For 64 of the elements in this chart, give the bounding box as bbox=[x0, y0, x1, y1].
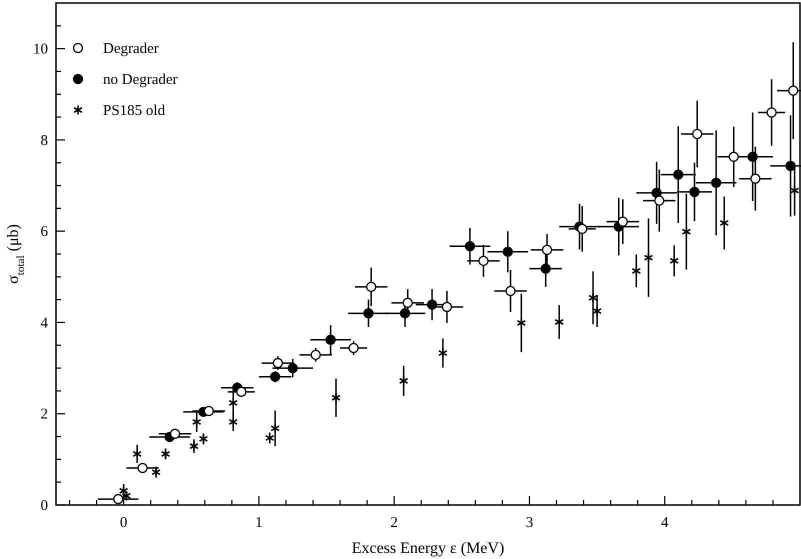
point bbox=[325, 334, 336, 345]
point bbox=[516, 318, 526, 328]
point bbox=[204, 406, 214, 416]
x-tick-label: 3 bbox=[526, 515, 534, 531]
point bbox=[192, 416, 202, 428]
point bbox=[689, 186, 700, 198]
y-tick-label: 8 bbox=[40, 132, 48, 149]
x-axis-title: Excess Energy ε (MeV) bbox=[352, 540, 504, 557]
point bbox=[542, 244, 552, 256]
point bbox=[750, 174, 761, 184]
legend-label: PS185 old bbox=[103, 103, 166, 119]
point bbox=[728, 152, 739, 162]
point bbox=[160, 448, 170, 460]
point bbox=[236, 386, 246, 397]
point bbox=[502, 246, 513, 257]
point bbox=[478, 256, 489, 266]
point bbox=[720, 218, 729, 228]
x-tick-label: 2 bbox=[390, 515, 398, 531]
x-tick-label: 0 bbox=[120, 515, 128, 531]
point bbox=[132, 448, 142, 460]
point bbox=[170, 428, 180, 439]
y-tick-label: 6 bbox=[40, 224, 48, 240]
point bbox=[442, 302, 452, 312]
y-tick-label: 0 bbox=[40, 498, 48, 514]
point bbox=[363, 308, 374, 318]
point bbox=[618, 216, 628, 227]
point bbox=[554, 316, 564, 328]
point bbox=[402, 298, 413, 308]
point bbox=[766, 107, 777, 118]
point bbox=[788, 85, 798, 96]
point bbox=[654, 195, 664, 206]
point bbox=[577, 224, 588, 234]
point bbox=[198, 434, 208, 444]
point bbox=[785, 160, 796, 172]
x-tick-label: 4 bbox=[660, 515, 669, 531]
point bbox=[270, 423, 280, 434]
point bbox=[189, 440, 199, 452]
y-tick-label: 4 bbox=[40, 315, 48, 332]
point bbox=[540, 263, 551, 274]
y-tick-label: 2 bbox=[40, 406, 48, 423]
point bbox=[644, 252, 654, 263]
point bbox=[228, 397, 238, 408]
point bbox=[464, 241, 476, 252]
x-tick-label: 1 bbox=[255, 515, 263, 531]
legend-label: no Degrader bbox=[103, 72, 178, 88]
point bbox=[398, 376, 408, 386]
legend-label: Degrader bbox=[103, 41, 159, 57]
y-tick-label: 10 bbox=[33, 42, 48, 58]
point bbox=[288, 362, 298, 374]
point bbox=[438, 348, 448, 358]
point bbox=[673, 169, 684, 180]
point bbox=[632, 266, 642, 276]
point bbox=[265, 432, 274, 444]
point bbox=[366, 282, 376, 292]
point bbox=[682, 226, 692, 237]
point bbox=[669, 256, 679, 266]
point bbox=[310, 350, 321, 360]
point bbox=[331, 392, 341, 404]
point bbox=[710, 178, 722, 188]
point bbox=[692, 128, 702, 140]
point bbox=[137, 462, 148, 474]
point bbox=[505, 286, 516, 296]
point bbox=[790, 185, 800, 196]
point bbox=[592, 306, 602, 316]
